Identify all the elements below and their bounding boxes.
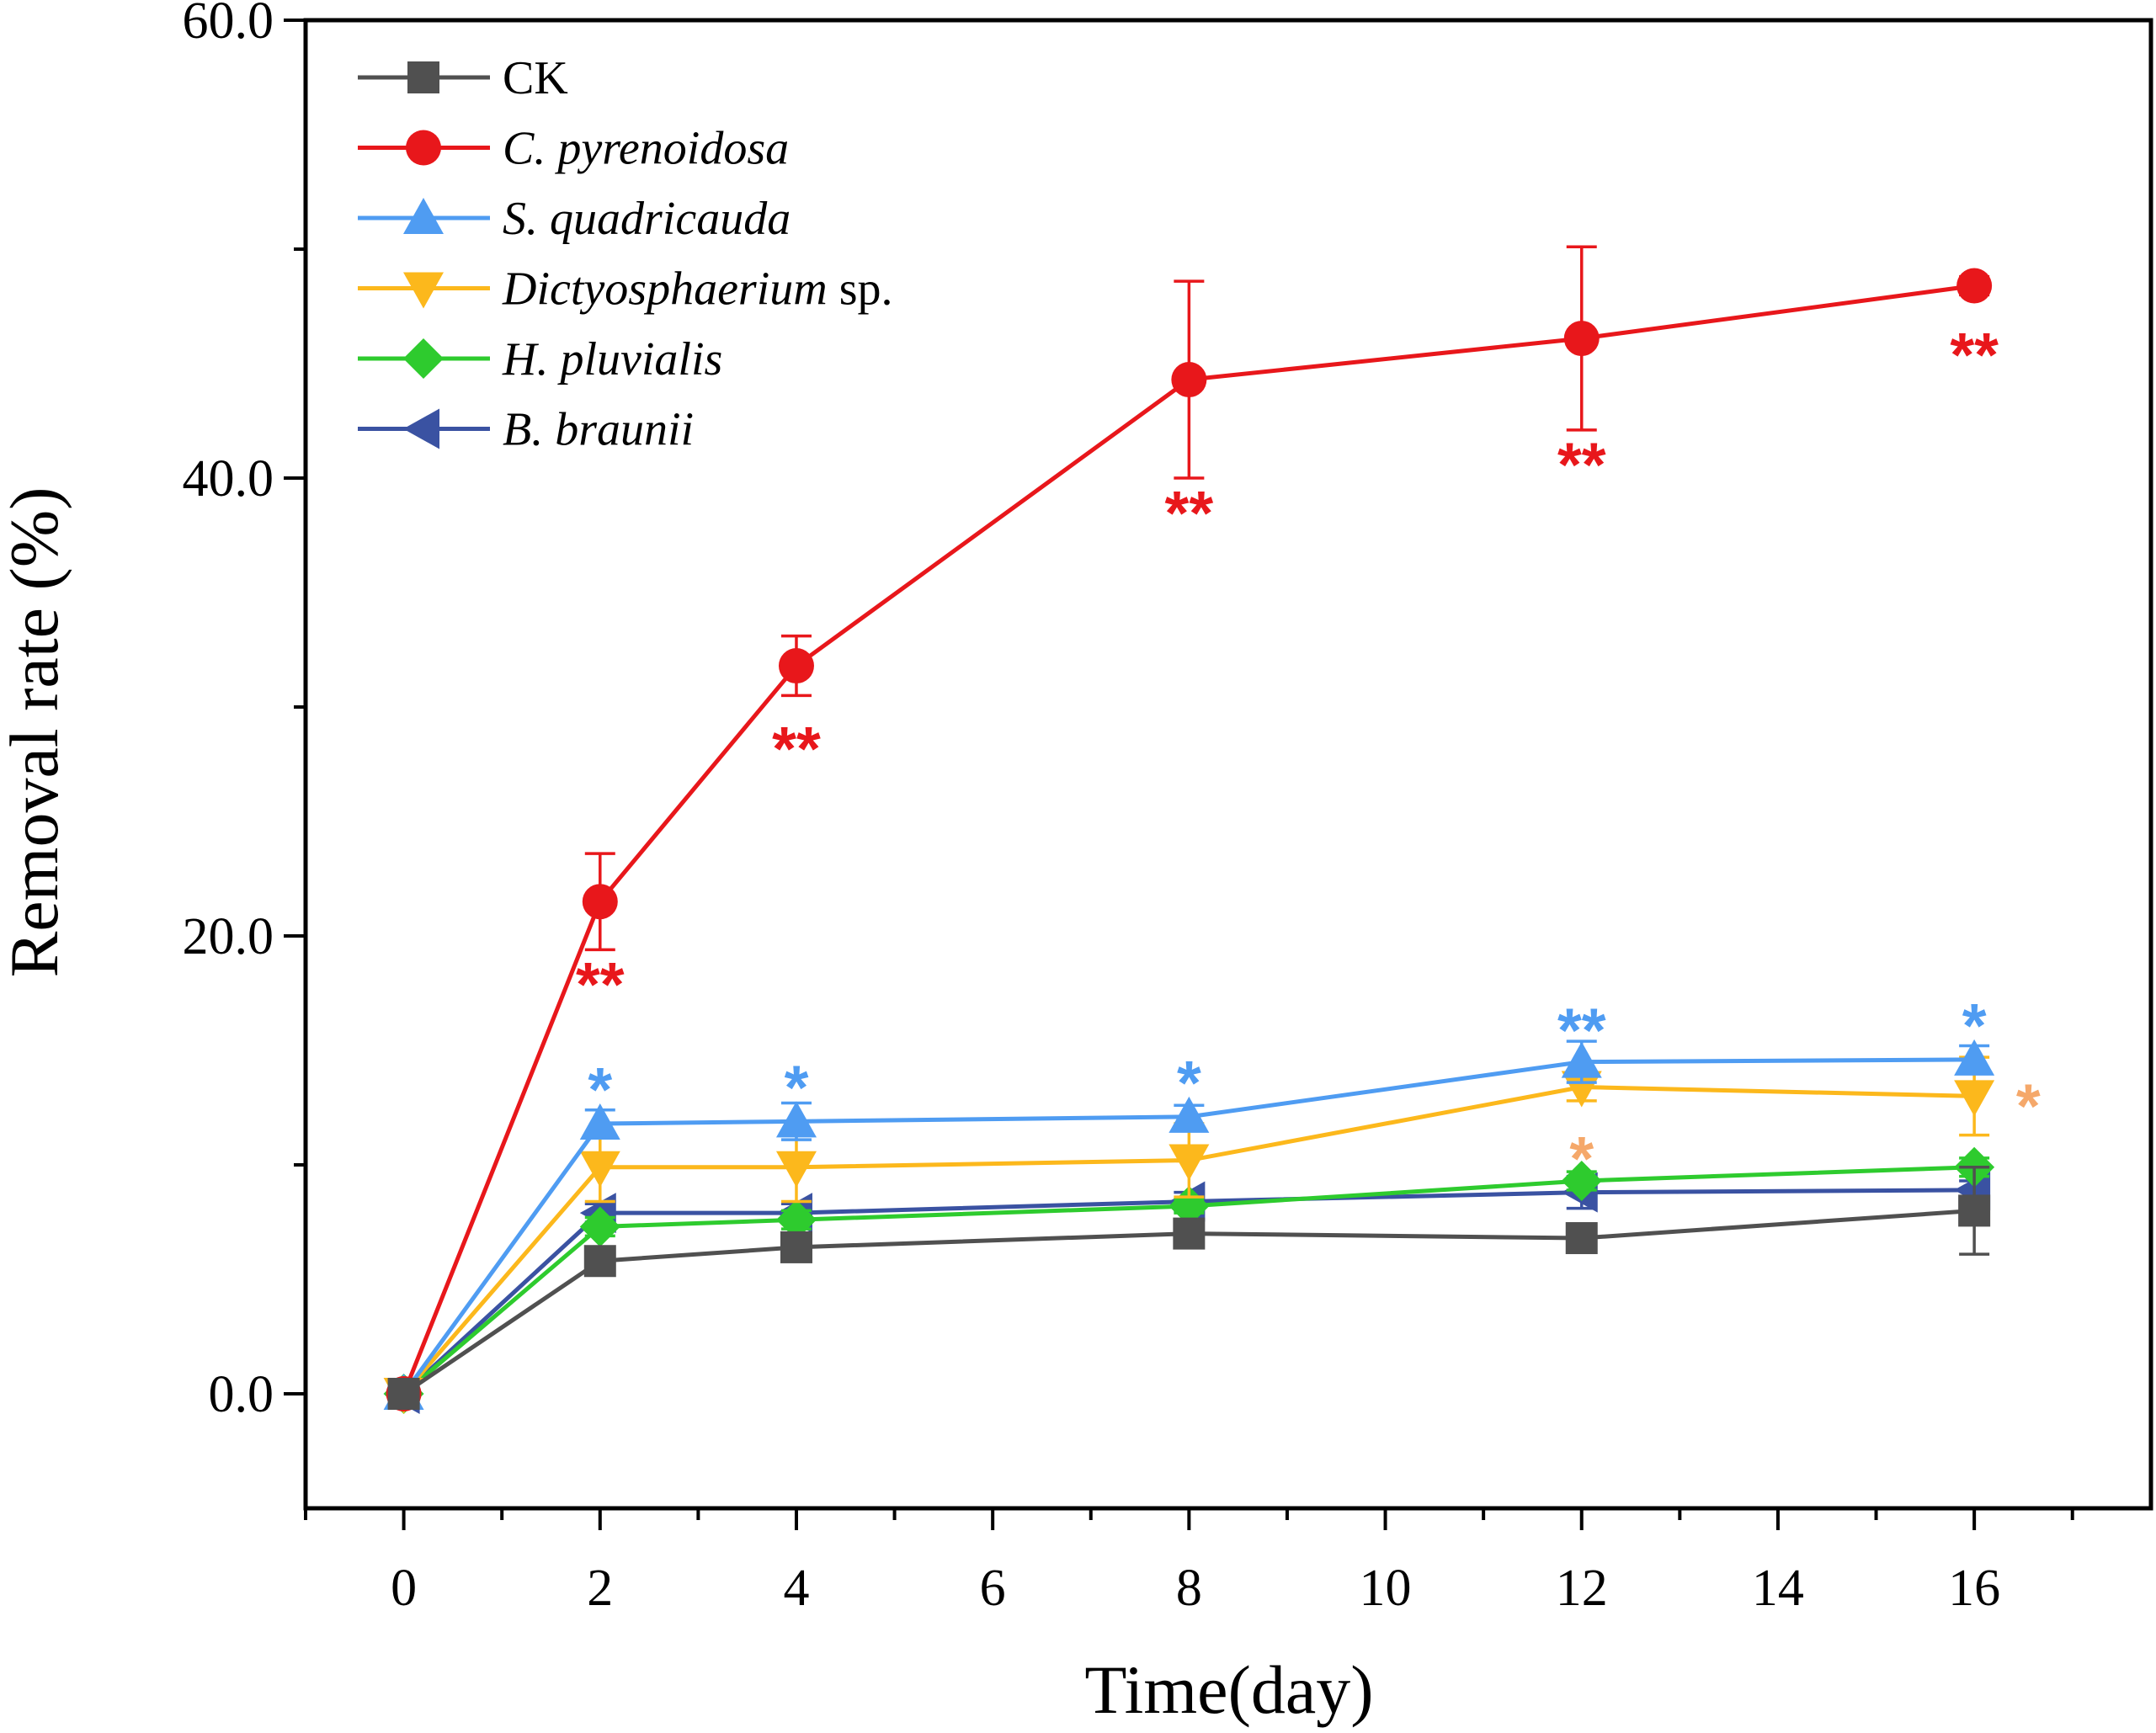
data-point xyxy=(1954,1039,1995,1076)
legend-name: C. pyrenoidosa xyxy=(503,123,789,175)
legend-marker xyxy=(406,130,441,166)
legend-entry: H. pluvialis xyxy=(358,333,722,385)
significance-mark: * xyxy=(1962,991,1987,1061)
legend-label: H. pluvialis xyxy=(502,333,722,385)
data-point xyxy=(775,1199,817,1241)
legend-label: B. braunii xyxy=(503,404,694,456)
data-point xyxy=(387,1378,420,1410)
x-axis-title: Time(day) xyxy=(1084,1651,1373,1728)
legend-entry: B. braunii xyxy=(358,404,694,456)
data-point xyxy=(1168,1144,1210,1181)
legend-entry: C. pyrenoidosa xyxy=(358,123,789,175)
series-line xyxy=(402,284,1975,1395)
y-tick-label: 60.0 xyxy=(183,0,274,50)
series-line xyxy=(402,1057,1975,1395)
data-point xyxy=(1561,1071,1602,1108)
x-tick-label: 10 xyxy=(1360,1560,1412,1617)
significance-mark: * xyxy=(1569,1124,1594,1193)
data-point xyxy=(1565,1222,1598,1255)
x-tick-label: 4 xyxy=(783,1560,809,1617)
legend: CK C. pyrenoidosa S. quadricauda Dictyospha… xyxy=(358,52,893,456)
significance-mark: ** xyxy=(1950,320,1999,390)
legend-label: CK xyxy=(503,52,568,104)
plot-frame-layer xyxy=(303,18,2153,1511)
data-point xyxy=(1168,1096,1210,1133)
data-point xyxy=(1954,1080,1995,1117)
legend-name: Dictyosphaerium xyxy=(502,263,828,316)
data-point xyxy=(1171,362,1207,398)
x-tick-label: 0 xyxy=(391,1560,417,1617)
data-point xyxy=(1956,268,1993,304)
series-1 xyxy=(386,245,1993,1411)
data-point xyxy=(582,884,618,920)
legend-entry: S. quadricauda xyxy=(358,193,791,245)
data-point xyxy=(1561,1161,1602,1202)
data-point xyxy=(1561,1041,1602,1078)
significance-mark: * xyxy=(588,1055,612,1124)
series-0 xyxy=(387,1165,1991,1410)
legend-marker xyxy=(403,272,444,309)
legend-name: CK xyxy=(503,52,568,104)
plot-frame xyxy=(303,18,2153,1511)
legend-marker xyxy=(403,338,444,379)
series-line xyxy=(402,1188,1975,1395)
data-point xyxy=(778,648,814,684)
series-line xyxy=(402,1165,1975,1395)
x-tick-label: 6 xyxy=(980,1560,1006,1617)
legend-marker xyxy=(403,198,444,234)
legend-marker xyxy=(407,61,439,93)
series-layer xyxy=(383,245,1995,1414)
significance-layer: *********** * *** *** xyxy=(576,320,2041,1193)
data-point xyxy=(1173,1217,1206,1250)
data-point xyxy=(780,1231,812,1263)
y-tick-label: 20.0 xyxy=(183,908,274,965)
y-tick-label: 0.0 xyxy=(209,1366,274,1423)
y-tick-label: 40.0 xyxy=(183,450,274,508)
x-tick-label: 14 xyxy=(1752,1560,1804,1617)
legend-entry: Dictyosphaerium sp. xyxy=(358,263,893,316)
data-point xyxy=(775,1101,817,1138)
significance-mark: * xyxy=(2016,1071,2041,1140)
legend-label: Dictyosphaerium sp. xyxy=(502,263,893,316)
legend-label: C. pyrenoidosa xyxy=(503,123,789,175)
significance-mark: * xyxy=(785,1053,809,1123)
y-axis-title: Removal rate (%) xyxy=(0,487,72,978)
significance-mark: ** xyxy=(576,949,625,1019)
data-point xyxy=(1563,321,1600,357)
significance-mark: ** xyxy=(772,714,821,784)
legend-label: S. quadricauda xyxy=(503,193,791,245)
legend-marker xyxy=(403,408,439,449)
significance-mark: ** xyxy=(1165,478,1214,548)
significance-mark: ** xyxy=(1557,430,1606,500)
legend-entry: CK xyxy=(358,52,568,104)
axes-layer: Time(day) Removal rate (%) 0 2 4 6 8 10 12 14 16… xyxy=(0,0,2074,1728)
x-tick-label: 8 xyxy=(1176,1560,1202,1617)
significance-mark: * xyxy=(1177,1048,1201,1118)
data-point xyxy=(583,1245,616,1278)
significance-mark: ** xyxy=(1557,996,1606,1066)
data-point xyxy=(775,1151,817,1188)
data-point xyxy=(579,1103,620,1140)
series-line xyxy=(402,1085,1975,1395)
legend-name: B. braunii xyxy=(503,404,694,456)
series-line xyxy=(402,1208,1975,1396)
data-point xyxy=(579,1206,620,1247)
data-point xyxy=(579,1151,620,1188)
legend-suffix: sp. xyxy=(828,263,893,316)
x-tick-label: 16 xyxy=(1948,1560,2000,1617)
x-tick-label: 12 xyxy=(1556,1560,1608,1617)
data-point xyxy=(1958,1194,1991,1227)
legend-name: H. pluvialis xyxy=(502,333,722,385)
legend-name: S. quadricauda xyxy=(503,193,791,245)
x-tick-label: 2 xyxy=(587,1560,613,1617)
